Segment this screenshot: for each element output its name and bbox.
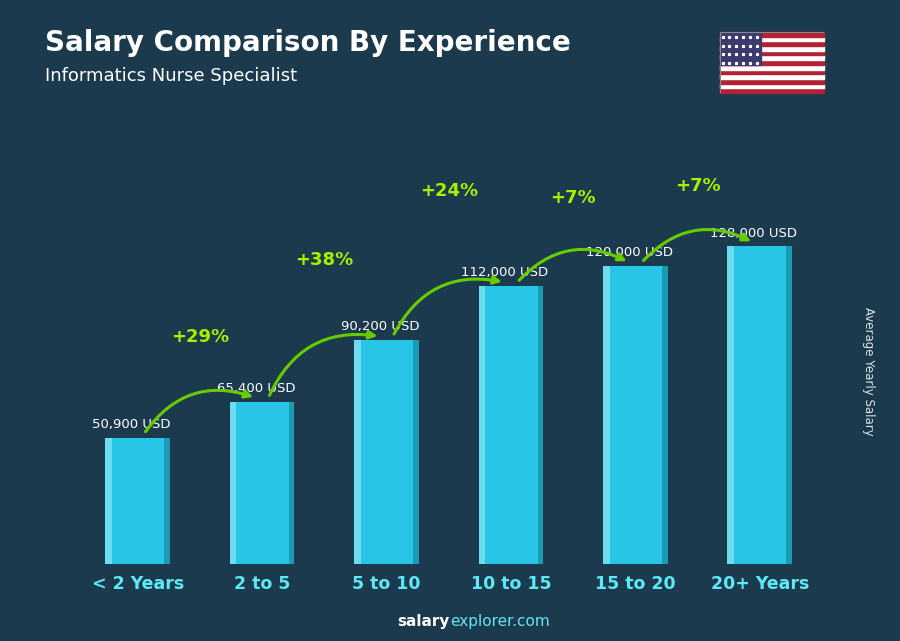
Text: Informatics Nurse Specialist: Informatics Nurse Specialist <box>45 67 297 85</box>
FancyBboxPatch shape <box>164 438 170 564</box>
Text: Average Yearly Salary: Average Yearly Salary <box>862 308 875 436</box>
Bar <box>720 60 824 65</box>
Bar <box>720 46 824 51</box>
Text: Salary Comparison By Experience: Salary Comparison By Experience <box>45 29 571 57</box>
FancyBboxPatch shape <box>479 286 544 564</box>
Text: 65,400 USD: 65,400 USD <box>217 382 295 395</box>
FancyBboxPatch shape <box>787 247 792 564</box>
FancyBboxPatch shape <box>355 340 361 564</box>
Bar <box>720 51 824 56</box>
FancyBboxPatch shape <box>603 266 668 564</box>
FancyBboxPatch shape <box>727 247 734 564</box>
Bar <box>720 83 824 88</box>
Text: +29%: +29% <box>171 328 229 346</box>
Bar <box>720 37 824 42</box>
Text: 120,000 USD: 120,000 USD <box>586 246 672 260</box>
Bar <box>720 56 824 60</box>
Text: salary: salary <box>398 615 450 629</box>
FancyBboxPatch shape <box>105 438 170 564</box>
FancyBboxPatch shape <box>537 286 544 564</box>
Text: +38%: +38% <box>295 251 354 269</box>
Bar <box>720 74 824 79</box>
FancyBboxPatch shape <box>727 247 792 564</box>
FancyBboxPatch shape <box>662 266 668 564</box>
FancyBboxPatch shape <box>413 340 418 564</box>
Text: 50,900 USD: 50,900 USD <box>92 418 171 431</box>
Bar <box>720 32 761 65</box>
FancyBboxPatch shape <box>479 286 485 564</box>
FancyBboxPatch shape <box>230 402 294 564</box>
Text: +24%: +24% <box>419 181 478 199</box>
Text: 112,000 USD: 112,000 USD <box>461 266 548 279</box>
Text: +7%: +7% <box>675 176 720 195</box>
FancyBboxPatch shape <box>230 402 236 564</box>
Bar <box>720 79 824 83</box>
Bar <box>720 88 824 93</box>
Text: 90,200 USD: 90,200 USD <box>341 320 419 333</box>
FancyBboxPatch shape <box>355 340 418 564</box>
Text: +7%: +7% <box>551 188 596 206</box>
FancyBboxPatch shape <box>289 402 294 564</box>
Text: explorer.com: explorer.com <box>450 615 550 629</box>
FancyBboxPatch shape <box>603 266 609 564</box>
Bar <box>720 32 824 37</box>
Bar <box>720 65 824 69</box>
Bar <box>720 69 824 74</box>
Bar <box>720 42 824 46</box>
FancyBboxPatch shape <box>105 438 112 564</box>
Text: 128,000 USD: 128,000 USD <box>710 226 797 240</box>
